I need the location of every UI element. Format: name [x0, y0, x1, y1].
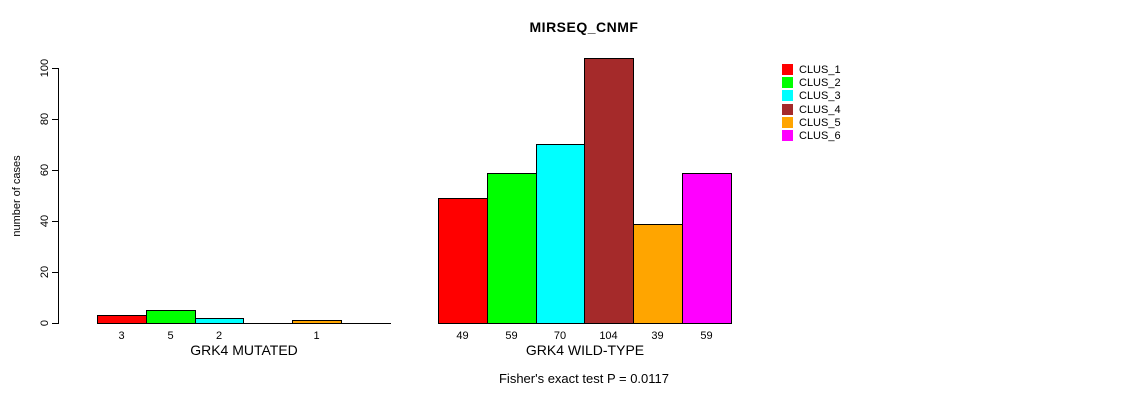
bar-value-label: 59	[700, 330, 713, 342]
legend-swatch-clus_2	[782, 77, 793, 88]
bar-clus_6	[682, 173, 732, 324]
legend-swatch-clus_5	[782, 117, 793, 128]
legend-label: CLUS_2	[799, 77, 841, 89]
legend-swatch-clus_1	[782, 64, 793, 75]
y-tick-label: 100	[39, 58, 51, 78]
bar-value-label: 2	[215, 330, 223, 342]
bar-clus_3	[536, 144, 585, 324]
y-axis-label: number of cases	[11, 155, 23, 237]
legend-label: CLUS_1	[799, 64, 841, 76]
y-tick-label: 0	[39, 319, 51, 327]
bar-value-label: 59	[505, 330, 518, 342]
bar-value-label: 104	[599, 330, 618, 342]
y-tick-label: 40	[39, 214, 51, 228]
bar-value-label: 39	[651, 330, 664, 342]
legend-swatch-clus_3	[782, 90, 793, 101]
y-tick-label: 80	[39, 112, 51, 126]
bar-value-label: 3	[118, 330, 125, 342]
bar-clus_1	[438, 198, 488, 324]
bar-clus_5	[633, 224, 683, 324]
y-tick-mark	[52, 170, 58, 171]
bar-value-label: 49	[456, 330, 469, 342]
fisher-test-annotation: Fisher's exact test P = 0.0117	[498, 371, 669, 386]
y-tick-label: 60	[39, 163, 51, 177]
group-label-wildtype: GRK4 WILD-TYPE	[525, 342, 645, 358]
bar-clus_3	[195, 318, 244, 324]
chart-title: MIRSEQ_CNMF	[529, 19, 639, 35]
legend-label: CLUS_5	[799, 117, 841, 129]
legend-label: CLUS_3	[799, 90, 841, 102]
bar-clus_4	[584, 58, 634, 324]
legend-label: CLUS_6	[799, 130, 841, 142]
bar-clus_2	[146, 310, 196, 324]
y-axis-line	[58, 68, 59, 324]
bar-value-label: 70	[553, 330, 567, 342]
y-tick-mark	[52, 119, 58, 120]
y-tick-mark	[52, 323, 58, 324]
bar-clus_5	[292, 320, 342, 324]
legend-label: CLUS_4	[799, 104, 841, 116]
legend-swatch-clus_6	[782, 130, 793, 141]
legend-swatch-clus_4	[782, 104, 793, 115]
y-tick-mark	[52, 221, 58, 222]
y-tick-mark	[52, 68, 58, 69]
y-tick-mark	[52, 272, 58, 273]
bar-clus_1	[97, 315, 147, 324]
group-label-mutated: GRK4 MUTATED	[190, 342, 298, 358]
bar-value-label: 5	[167, 330, 174, 342]
bar-value-label: 1	[313, 330, 320, 342]
group-baseline	[97, 323, 391, 324]
bar-clus_2	[487, 173, 537, 324]
y-tick-label: 20	[39, 265, 51, 279]
